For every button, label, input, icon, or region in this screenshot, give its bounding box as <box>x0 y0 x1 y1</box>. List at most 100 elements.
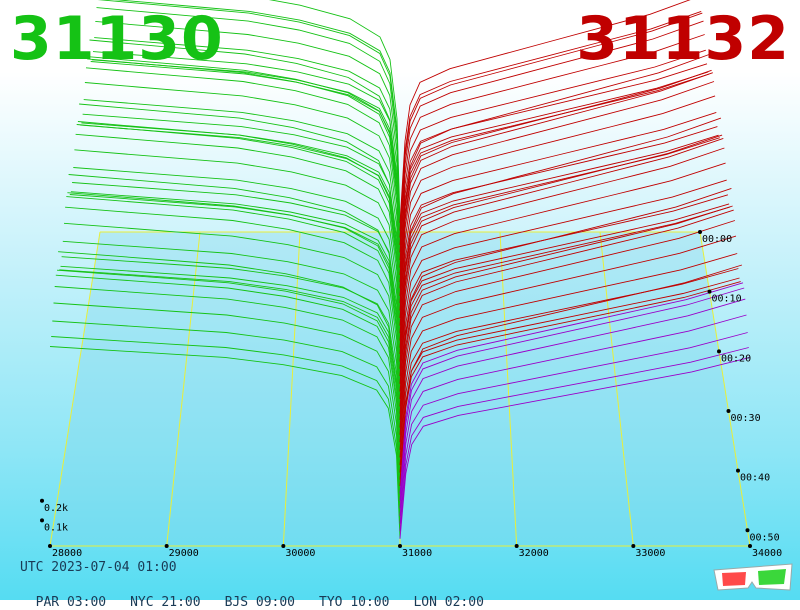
bid-depth-line <box>96 7 401 246</box>
x-tick-mark <box>631 544 636 548</box>
timezone-clocks: PAR 03:00 NYC 21:00 BJS 09:00 TYO 10:00 LON … <box>20 580 508 610</box>
time-tick-label: 00:10 <box>712 294 742 305</box>
ask-depth-line <box>399 187 732 420</box>
ask-depth-line <box>399 34 705 253</box>
ask-depth-line <box>399 73 710 283</box>
time-tick-mark <box>698 230 702 234</box>
x-tick-label: 28000 <box>52 548 82 559</box>
ask-depth-line <box>399 49 706 261</box>
bid-depth-line <box>55 274 401 502</box>
ask-depth-line <box>399 220 736 443</box>
ask-depth-line <box>399 12 703 238</box>
z-tick-label: 0.2k <box>44 503 68 514</box>
bid-depth-line <box>90 61 401 283</box>
timezone-nyc: NYC 21:00 <box>130 595 201 610</box>
bid-depth-line <box>94 37 401 261</box>
x-tick-label: 31000 <box>402 548 432 559</box>
grid-line-price <box>499 231 518 547</box>
timezone-lon: LON 02:00 <box>413 595 484 610</box>
x-tick-mark <box>281 544 286 548</box>
ask-depth-line <box>399 332 748 524</box>
ask-depth-line <box>399 356 751 539</box>
x-tick-label: 29000 <box>169 548 199 559</box>
ask-depth-line <box>399 134 723 362</box>
time-tick-mark <box>726 408 731 413</box>
ask-depth-line <box>399 347 749 532</box>
timezone-tyo: TYO 10:00 <box>319 595 390 610</box>
bid-depth-line <box>72 182 401 400</box>
bid-depth-line <box>51 336 401 532</box>
x-tick-label: 34000 <box>752 548 782 559</box>
ask-depth-line <box>399 111 717 326</box>
bid-depth-line <box>54 286 401 509</box>
bid-depth-line <box>63 222 401 450</box>
ask-depth-line <box>399 253 738 458</box>
bid-depth-line <box>89 39 401 289</box>
z-tick-mark <box>40 498 44 503</box>
ask-depth-line <box>399 205 733 428</box>
bid-depth-line <box>66 196 401 435</box>
bid-depth-line <box>81 122 401 341</box>
bid-depth-line <box>61 256 401 466</box>
bid-depth-line <box>114 0 401 231</box>
ask-depth-line <box>399 287 745 502</box>
time-tick-label: 00:30 <box>731 413 761 424</box>
bid-depth-line <box>85 67 401 311</box>
time-tick-mark <box>736 468 740 473</box>
bid-depth-line <box>73 167 401 392</box>
bid-depth-line <box>52 320 401 524</box>
ask-depth-line <box>399 10 702 231</box>
ask-depth-line <box>399 314 747 517</box>
time-tick-mark <box>717 349 721 354</box>
axis-labels: 28000 29000 30000 31000 32000 33000 34000 00:00… <box>40 230 782 559</box>
ask-depth-line <box>399 209 734 435</box>
timezone-par: PAR 03:00 <box>35 595 107 610</box>
x-tick-label: 30000 <box>285 548 315 559</box>
x-tick-mark <box>164 544 169 548</box>
time-tick-mark <box>745 528 750 533</box>
bid-depth-line <box>62 240 401 458</box>
bid-depth-line <box>70 191 401 407</box>
3d-glasses-icon[interactable] <box>712 560 794 596</box>
bid-depth-line <box>75 133 401 377</box>
bid-depth-line <box>68 174 401 420</box>
bid-depth-line <box>56 269 401 494</box>
grid-line-price <box>599 231 634 547</box>
bid-depth-line <box>95 20 401 253</box>
bid-depth-line <box>79 103 401 355</box>
ask-depth-line <box>399 147 725 377</box>
ask-depth-line <box>399 281 741 480</box>
time-tick-label: 00:20 <box>721 353 751 364</box>
time-tick-label: 00:40 <box>740 473 770 484</box>
ask-price: 31132 <box>576 4 790 74</box>
utc-timestamp: UTC 2023-07-04 01:00 <box>20 560 177 575</box>
bid-depth-line <box>97 0 401 238</box>
bid-depth-line <box>74 149 401 384</box>
grid-line-price <box>166 231 201 547</box>
ask-depth-line <box>399 179 727 392</box>
ask-depth-line <box>399 194 729 400</box>
ask-depth-line <box>399 235 737 450</box>
ask-depth-line <box>399 298 746 509</box>
z-tick-label: 0.1k <box>44 522 68 533</box>
ask-depth-line <box>399 282 744 494</box>
ask-depth-line <box>399 137 724 369</box>
bid-depth-line <box>268 0 401 223</box>
timezone-bjs: BJS 09:00 <box>224 595 296 610</box>
ask-depth-line <box>399 117 722 355</box>
ask-depth-line <box>399 264 743 487</box>
bid-depth-line <box>65 206 401 443</box>
ask-depth-line <box>399 72 713 304</box>
ask-depth-line <box>399 81 715 311</box>
ask-depth-line <box>399 0 691 223</box>
x-tick-mark <box>48 544 52 548</box>
bid-depth-line <box>58 251 401 487</box>
x-tick-label: 33000 <box>635 548 665 559</box>
grid-line-price <box>699 231 751 547</box>
z-tick-mark <box>40 518 44 523</box>
time-tick-mark <box>707 289 712 294</box>
ask-depth-line <box>399 162 726 384</box>
bid-depth-line <box>53 302 401 517</box>
bid-depth-line <box>84 82 401 319</box>
